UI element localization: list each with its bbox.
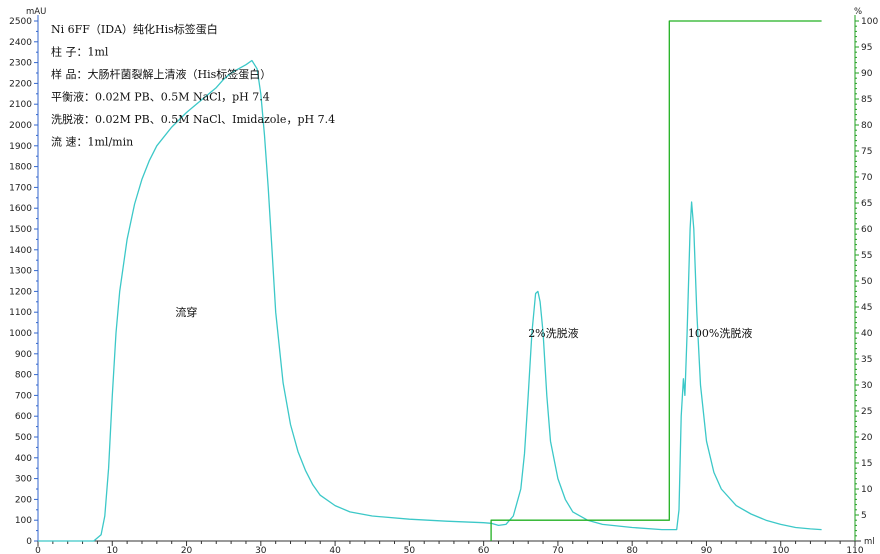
right-y-tick-label: 65 — [861, 199, 872, 209]
right-y-tick-label: 95 — [861, 43, 872, 53]
right-y-tick-label: 100 — [861, 17, 878, 27]
method-info-line: Ni 6FF（IDA）纯化His标签蛋白 — [51, 22, 218, 36]
left-y-tick-label: 2400 — [9, 38, 32, 48]
left-y-unit-label: mAU — [26, 7, 46, 17]
x-tick-label: 70 — [552, 546, 564, 554]
left-y-tick-label: 2200 — [9, 79, 32, 89]
left-y-tick-label: 1300 — [9, 267, 32, 277]
left-y-tick-label: 900 — [15, 350, 32, 360]
left-y-tick-label: 1700 — [9, 183, 32, 193]
left-y-tick-label: 300 — [15, 475, 32, 485]
left-y-tick-label: 1000 — [9, 329, 32, 339]
right-y-tick-label: 40 — [861, 329, 873, 339]
x-tick-label: 50 — [404, 546, 416, 554]
right-y-tick-label: 45 — [861, 303, 872, 313]
method-info-line: 柱 子：1ml — [51, 45, 109, 59]
left-y-tick-label: 1400 — [9, 246, 32, 256]
right-y-tick-label: 5 — [861, 511, 867, 521]
left-y-tick-label: 2100 — [9, 100, 32, 110]
x-tick-label: 110 — [846, 546, 863, 554]
peak-annotation: 100%洗脱液 — [688, 326, 752, 340]
right-y-tick-label: 35 — [861, 355, 872, 365]
method-info-line: 样 品：大肠杆菌裂解上清液（His标签蛋白） — [51, 67, 271, 81]
x-tick-label: 40 — [329, 546, 341, 554]
gradient-percent-line — [490, 20, 822, 541]
left-y-tick-label: 1200 — [9, 287, 32, 297]
right-y-tick-label: 20 — [861, 433, 873, 443]
right-y-tick-label: 60 — [861, 225, 873, 235]
left-y-tick-label: 700 — [15, 391, 32, 401]
left-y-tick-label: 2300 — [9, 59, 32, 69]
left-y-tick-label: 500 — [15, 433, 32, 443]
right-y-tick-label: 80 — [861, 121, 873, 131]
x-tick-label: 100 — [772, 546, 789, 554]
left-y-tick-label: 2500 — [9, 17, 32, 27]
method-info-line: 平衡液：0.02M PB、0.5M NaCl，pH 7.4 — [51, 90, 270, 104]
right-y-tick-label: 70 — [861, 173, 873, 183]
left-y-tick-label: 1800 — [9, 163, 32, 173]
x-tick-label: 0 — [35, 546, 41, 554]
left-y-tick-label: 1600 — [9, 204, 32, 214]
x-tick-label: 10 — [107, 546, 119, 554]
right-y-tick-label: 55 — [861, 251, 872, 261]
left-y-tick-label: 1100 — [9, 308, 32, 318]
right-y-tick-label: 10 — [861, 485, 873, 495]
right-y-tick-label: 50 — [861, 277, 873, 287]
peak-annotation: 流穿 — [175, 305, 197, 319]
left-y-tick-label: 600 — [15, 412, 32, 422]
left-y-tick-label: 1500 — [9, 225, 32, 235]
right-y-tick-label: 30 — [861, 381, 873, 391]
x-tick-label: 80 — [626, 546, 638, 554]
right-y-tick-label: 85 — [861, 95, 872, 105]
method-info-line: 流 速：1ml/min — [51, 135, 133, 149]
right-y-tick-label: 15 — [861, 459, 872, 469]
left-y-tick-label: 1900 — [9, 142, 32, 152]
uv-absorbance-line — [38, 59, 822, 542]
right-y-tick-label: 75 — [861, 147, 872, 157]
right-y-tick-label: 25 — [861, 407, 872, 417]
annotations: 流穿 2%洗脱液 100%洗脱液 — [175, 305, 752, 340]
x-tick-label: 90 — [701, 546, 713, 554]
peak-annotation: 2%洗脱液 — [528, 326, 578, 340]
x-tick-label: 30 — [255, 546, 267, 554]
right-y-unit-label: % — [854, 7, 862, 17]
left-y-tick-label: 2000 — [9, 121, 32, 131]
x-unit-label: ml — [864, 537, 875, 547]
left-y-tick-label: 200 — [15, 495, 32, 505]
x-tick-label: 20 — [181, 546, 193, 554]
right-y-tick-label: 90 — [861, 69, 873, 79]
left-y-tick-label: 100 — [15, 516, 32, 526]
left-y-tick-label: 800 — [15, 371, 32, 381]
x-tick-label: 60 — [478, 546, 490, 554]
left-y-tick-label: 0 — [26, 537, 32, 547]
axes: 0100200300400500600700800900100011001200… — [9, 7, 878, 554]
series-layer — [38, 20, 822, 542]
method-info-line: 洗脱液：0.02M PB、0.5M NaCl、Imidazole，pH 7.4 — [51, 112, 335, 126]
left-y-tick-label: 400 — [15, 454, 32, 464]
